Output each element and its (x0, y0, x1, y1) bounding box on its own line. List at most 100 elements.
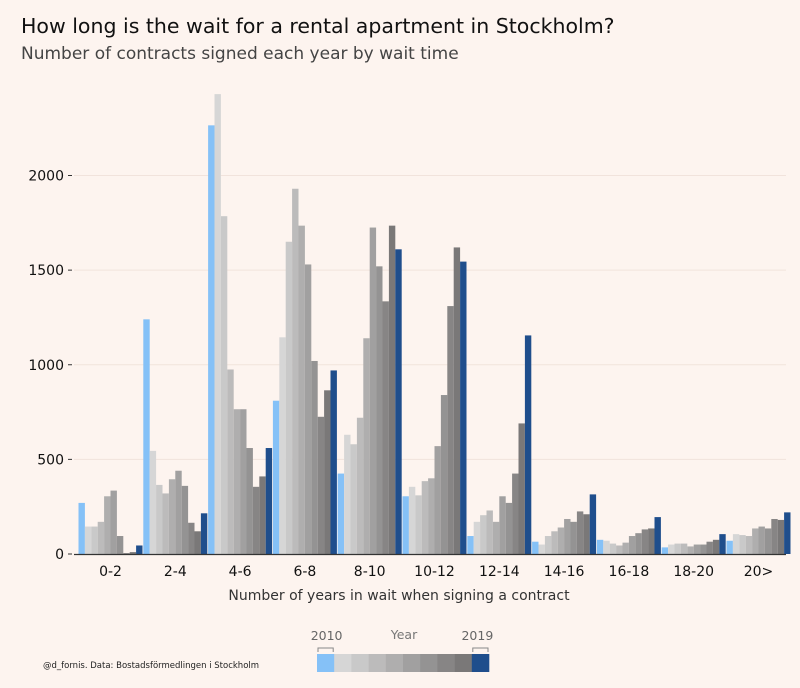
bar (440, 395, 448, 554)
legend-swatch (420, 654, 438, 672)
bar (518, 423, 525, 554)
bar (712, 539, 720, 554)
credit-text: @d_fornis. Data: Bostadsförmedlingen i S… (43, 661, 260, 671)
bar (583, 514, 590, 554)
bar (136, 545, 143, 554)
bar (214, 94, 221, 555)
bar (745, 536, 753, 554)
bar (499, 496, 506, 554)
bar (311, 360, 318, 554)
bar (512, 473, 519, 554)
bar (246, 448, 253, 554)
legend-bracket-start (317, 647, 334, 652)
bar (428, 478, 435, 554)
bar (609, 543, 617, 554)
bar (777, 519, 785, 554)
bar (382, 301, 389, 554)
bar (285, 241, 293, 555)
y-tick-label: 1500 (28, 263, 64, 279)
bar (292, 188, 299, 554)
bar (654, 517, 661, 554)
bar (544, 536, 552, 554)
bar (168, 479, 176, 554)
legend-swatch (351, 654, 369, 672)
bar (551, 531, 558, 554)
bar (524, 335, 532, 554)
bar (570, 521, 577, 554)
legend-bracket-end (472, 647, 489, 652)
bar (116, 536, 124, 554)
legend-swatch (368, 654, 387, 672)
bar (758, 526, 765, 554)
bar (622, 542, 629, 554)
bar (771, 518, 778, 554)
bar (104, 496, 111, 554)
bar (700, 544, 707, 554)
bar (298, 225, 305, 554)
legend-start-label: 2010 (311, 628, 343, 643)
bar (84, 526, 92, 554)
bar (447, 306, 454, 554)
x-tick-label: 18-20 (673, 564, 714, 580)
bar (564, 518, 571, 554)
bar (200, 513, 208, 554)
bar (402, 496, 409, 554)
bar (557, 527, 565, 554)
bar (641, 529, 649, 554)
bar (473, 521, 481, 554)
bar (143, 319, 150, 554)
x-tick-label: 4-6 (229, 564, 252, 580)
bar (732, 534, 740, 554)
y-tick-label: 1000 (28, 358, 64, 374)
x-axis-label: Number of years in wait when signing a c… (228, 588, 570, 604)
bar (739, 535, 746, 555)
chart-title: How long is the wait for a rental apartm… (21, 14, 615, 38)
bar (648, 528, 655, 554)
bar (395, 249, 402, 554)
legend-swatch (334, 654, 352, 672)
legend-swatch (385, 654, 404, 672)
bar (175, 470, 182, 554)
bar (726, 540, 733, 554)
chart-subtitle: Number of contracts signed each year by … (21, 44, 459, 64)
bar (764, 528, 772, 554)
bar (240, 409, 247, 554)
bar (356, 417, 364, 554)
bar (330, 370, 337, 554)
bar (110, 490, 117, 554)
y-tick-label: 2000 (28, 169, 64, 185)
bar (279, 337, 286, 554)
bar (460, 261, 467, 554)
x-tick-label: 14-16 (544, 564, 585, 580)
bar (265, 448, 273, 554)
bar (350, 444, 357, 555)
bar (576, 511, 584, 554)
bar (162, 493, 169, 554)
legend-end-label: 2019 (461, 628, 493, 643)
legend-swatch (403, 654, 421, 672)
bar (538, 544, 545, 554)
bar (129, 552, 137, 554)
bar (668, 544, 675, 554)
bar (480, 515, 487, 554)
bar (78, 502, 85, 554)
bar (194, 531, 201, 554)
bar (149, 450, 157, 554)
bar (486, 510, 493, 554)
bar (324, 390, 331, 554)
bar (589, 494, 597, 554)
bar (453, 247, 461, 555)
legend-title: Year (390, 627, 418, 642)
bar (687, 546, 694, 554)
bar (467, 536, 474, 554)
x-tick-label: 6-8 (293, 564, 316, 580)
bar (220, 216, 228, 554)
legend-swatch (317, 654, 335, 672)
bar (91, 526, 98, 554)
bar (434, 446, 441, 554)
legend-swatch (471, 654, 490, 672)
bar (337, 473, 345, 554)
bar (421, 481, 429, 554)
bar (123, 553, 130, 554)
